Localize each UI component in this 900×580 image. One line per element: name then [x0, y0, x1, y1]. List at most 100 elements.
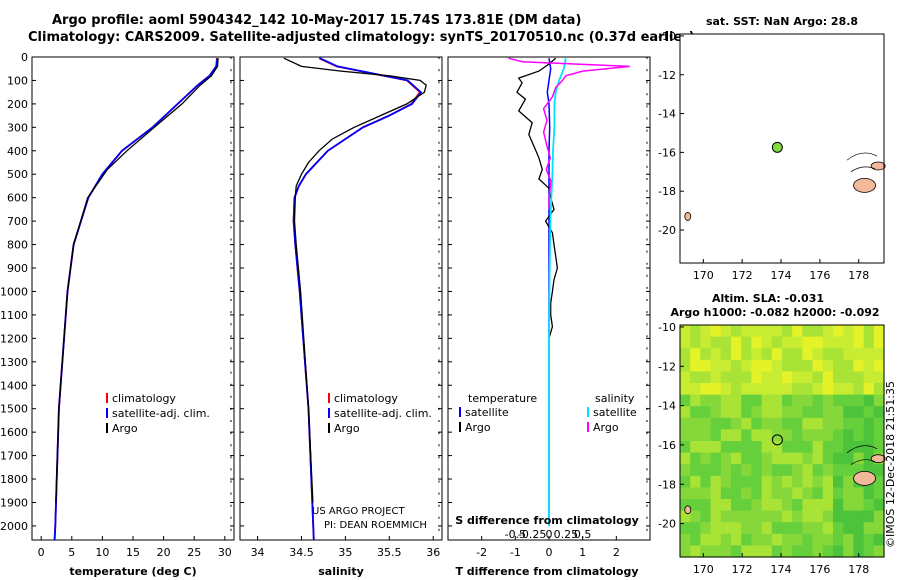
difference-x-tick-label: 1 [579, 546, 586, 559]
sla-cell [843, 510, 854, 523]
sla-cell [812, 371, 824, 384]
island-west [684, 505, 692, 515]
sla-cell [822, 406, 834, 419]
sla-cell [873, 348, 885, 361]
reef-contour [850, 166, 876, 173]
sla-cell [812, 359, 824, 372]
sla-cell [771, 417, 783, 430]
temperature-x-tick-label: 25 [187, 546, 201, 559]
sla-cell [771, 510, 783, 523]
map-x-tick-label: 172 [732, 563, 753, 576]
sla-cell [873, 533, 885, 546]
salinity-series-2 [283, 57, 427, 503]
sla-cell [812, 545, 824, 558]
sla-cell [710, 348, 722, 361]
sla-cell [822, 499, 834, 512]
sla-cell [741, 359, 752, 372]
sla-cell [873, 510, 885, 523]
sla-cell [792, 359, 803, 372]
sla-cell [822, 545, 834, 558]
map-y-tick-label: -12 [658, 360, 676, 373]
map-x-tick-label: 170 [693, 269, 714, 282]
sla-cell [853, 441, 865, 454]
map-x-tick-label: 170 [693, 563, 714, 576]
diff-t-argo [516, 57, 559, 339]
sla-cell [802, 359, 814, 372]
sla-cell [700, 371, 712, 384]
temperature-panel-frame [31, 56, 235, 541]
sla-cell [853, 325, 865, 338]
sla-cell [771, 475, 783, 488]
sla-cell [833, 441, 844, 454]
sla-cell [731, 359, 742, 372]
sla-cell [843, 533, 854, 546]
y-tick-label: 600 [7, 192, 28, 205]
sla-cell [710, 533, 722, 546]
sla-cell [741, 406, 752, 419]
sla-cell [720, 533, 732, 546]
sla-cell [690, 499, 701, 512]
sla-cell [680, 359, 691, 372]
map-y-tick-label: -14 [658, 108, 676, 121]
sla-cell [822, 336, 834, 349]
y-tick-label: 400 [7, 145, 28, 158]
sla-cell [853, 394, 865, 407]
temperature-legend-2: Argo [112, 422, 138, 435]
y-tick-label: 500 [7, 168, 28, 181]
salinity-series-1 [292, 57, 423, 541]
sla-cell [700, 336, 712, 349]
sla-cell [782, 417, 793, 430]
sla-cell [680, 487, 691, 500]
reef-contour [850, 459, 876, 465]
sla-cell [710, 429, 722, 442]
sla-heatmap-cells [680, 325, 885, 558]
temperature-x-tick-label: 0 [38, 546, 45, 559]
sla-cell [731, 406, 742, 419]
sla-cell [680, 510, 691, 523]
sla-cell [853, 487, 865, 500]
sla-cell [812, 510, 824, 523]
sla-cell [741, 325, 752, 338]
sla-cell [751, 499, 763, 512]
sla-cell [792, 510, 803, 523]
salinity-x-tick-label: 34 [251, 546, 265, 559]
island-west [684, 212, 692, 221]
sla-cell [771, 336, 783, 349]
temperature-legend-1: satellite-adj. clim. [112, 407, 210, 420]
map-x-tick-label: 178 [848, 269, 869, 282]
sla-cell [771, 452, 783, 465]
y-tick-label: 200 [7, 98, 28, 111]
sla-cell [690, 522, 701, 535]
sla-cell [833, 545, 844, 558]
sla-cell [863, 487, 875, 500]
sla-cell [843, 441, 854, 454]
difference-x-tick-label: -1 [510, 546, 521, 559]
sla-cell [792, 348, 803, 361]
sla-cell [822, 522, 834, 535]
sla-cell [853, 348, 865, 361]
sla-cell [873, 429, 885, 442]
sla-cell [771, 394, 783, 407]
sla-cell [680, 464, 691, 477]
sla-map-title-2: Argo h1000: -0.082 h2000: -0.092 [670, 306, 879, 319]
sla-cell [741, 475, 752, 488]
timestamp-stamp: ©IMOS 12-Dec-2018 21:51:35 [884, 381, 897, 548]
sla-cell [710, 394, 722, 407]
sla-cell [690, 383, 701, 396]
sla-cell [802, 394, 814, 407]
sla-cell [700, 359, 712, 372]
sla-cell [873, 394, 885, 407]
sla-cell [822, 359, 834, 372]
map-y-tick-label: -12 [658, 69, 676, 82]
sla-cell [710, 487, 722, 500]
sla-cell [761, 348, 773, 361]
sla-cell [863, 533, 875, 546]
sla-cell [741, 487, 752, 500]
sla-cell [812, 441, 824, 454]
sla-cell [802, 510, 814, 523]
sla-cell [690, 452, 701, 465]
sla-cell [802, 371, 814, 384]
sla-cell [761, 394, 773, 407]
sla-cell [792, 441, 803, 454]
sla-cell [822, 394, 834, 407]
